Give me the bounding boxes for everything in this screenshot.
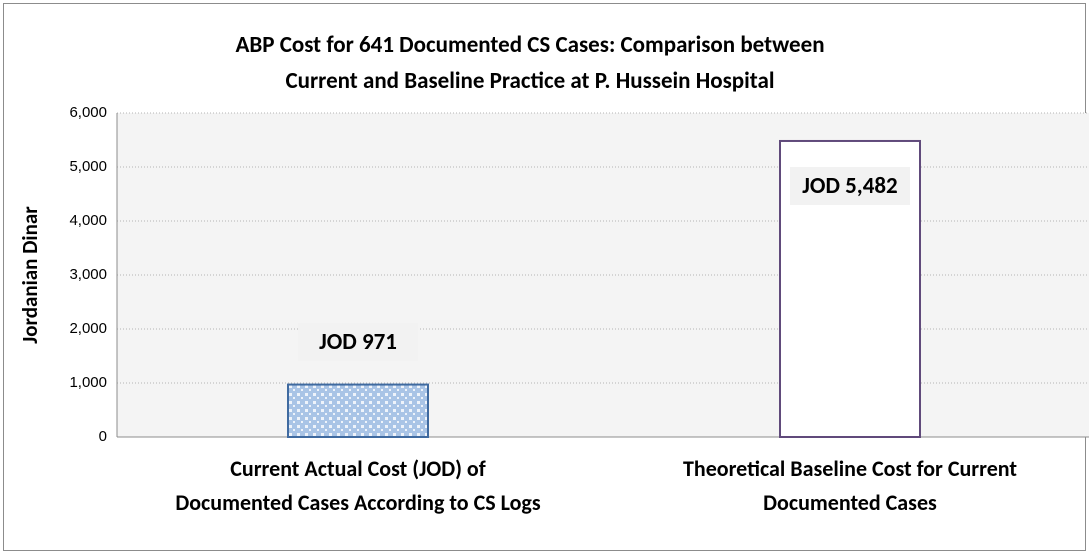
bar — [287, 383, 429, 439]
y-tick-label: 3,000 — [69, 266, 107, 283]
chart-title: ABP Cost for 641 Documented CS Cases: Co… — [235, 31, 825, 95]
data-label: JOD 5,482 — [790, 166, 910, 205]
y-axis-label: Jordanian Dinar — [17, 206, 43, 344]
y-tick-label: 4,000 — [69, 212, 107, 229]
y-tick-label: 1,000 — [69, 374, 107, 391]
data-label: JOD 971 — [298, 322, 418, 361]
x-tick-label: Theoretical Baseline Cost for Current Do… — [683, 455, 1017, 516]
y-tick-label: 6,000 — [69, 104, 107, 121]
x-tick-label: Current Actual Cost (JOD) of Documented … — [175, 455, 541, 516]
y-tick-label: 5,000 — [69, 158, 107, 175]
y-tick-label: 2,000 — [69, 320, 107, 337]
y-tick-label: 0 — [99, 428, 107, 445]
